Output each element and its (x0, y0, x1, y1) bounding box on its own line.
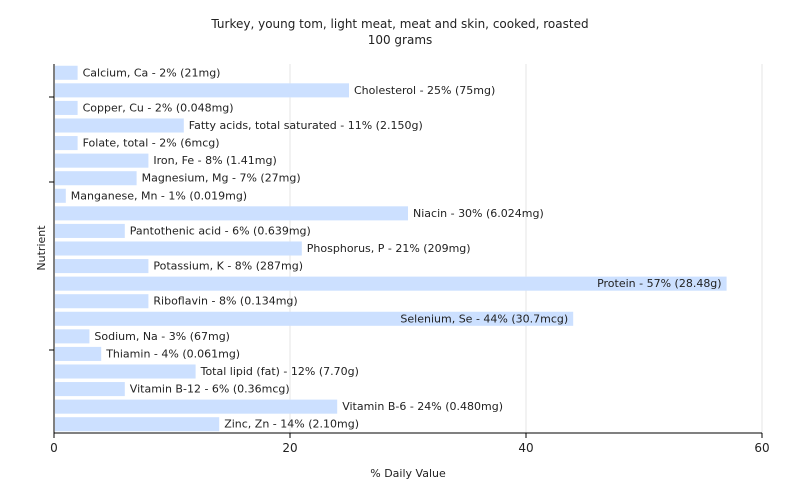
bar-13 (55, 294, 149, 309)
bar-label-12: Protein - 57% (28.48g) (597, 277, 722, 290)
bar-label-3: Fatty acids, total saturated - 11% (2.15… (189, 119, 423, 132)
bar-7 (55, 188, 66, 203)
x-axis-title: % Daily Value (370, 467, 446, 480)
bar-label-19: Vitamin B-6 - 24% (0.480mg) (342, 400, 503, 413)
bar-label-2: Copper, Cu - 2% (0.048mg) (83, 101, 234, 114)
bar-14 (55, 311, 574, 326)
bar-11 (55, 259, 149, 274)
bar-label-20: Zinc, Zn - 14% (2.10mg) (224, 418, 359, 431)
bar-label-0: Calcium, Ca - 2% (21mg) (83, 66, 221, 79)
chart-title: Turkey, young tom, light meat, meat and … (210, 17, 588, 31)
bar-9 (55, 223, 125, 238)
bar-label-9: Pantothenic acid - 6% (0.639mg) (130, 224, 311, 237)
bar-label-16: Thiamin - 4% (0.061mg) (105, 347, 240, 360)
bar-label-10: Phosphorus, P - 21% (209mg) (307, 242, 471, 255)
bars: Calcium, Ca - 2% (21mg) Cholesterol - 25%… (55, 65, 727, 432)
bar-3 (55, 118, 184, 133)
bar-8 (55, 206, 408, 221)
bar-label-13: Riboflavin - 8% (0.134mg) (153, 295, 297, 308)
bar-0 (55, 65, 78, 80)
bar-16 (55, 346, 102, 361)
bar-label-18: Vitamin B-12 - 6% (0.36mcg) (130, 383, 290, 396)
x-tick-label-0: 0 (50, 441, 58, 455)
axes: 0 20 40 60 (49, 64, 770, 455)
bar-label-17: Total lipid (fat) - 12% (7.70g) (200, 365, 359, 378)
bar-label-6: Magnesium, Mg - 7% (27mg) (142, 172, 301, 185)
bar-20 (55, 417, 220, 432)
x-tick-label-3: 60 (754, 441, 769, 455)
bar-15 (55, 329, 90, 344)
bar-label-15: Sodium, Na - 3% (67mg) (94, 330, 230, 343)
bar-label-4: Folate, total - 2% (6mcg) (83, 137, 220, 150)
bar-4 (55, 136, 78, 151)
bar-18 (55, 382, 125, 397)
bar-5 (55, 153, 149, 168)
bar-label-1: Cholesterol - 25% (75mg) (354, 84, 495, 97)
bar-6 (55, 171, 137, 186)
bar-2 (55, 100, 78, 115)
x-tick-label-2: 40 (518, 441, 533, 455)
x-tick-label-1: 20 (282, 441, 297, 455)
bar-12 (55, 276, 727, 291)
bar-label-5: Iron, Fe - 8% (1.41mg) (153, 154, 276, 167)
bar-1 (55, 83, 349, 98)
chart-subtitle: 100 grams (368, 33, 433, 47)
bar-label-11: Potassium, K - 8% (287mg) (153, 260, 303, 273)
bar-19 (55, 399, 338, 414)
y-axis-title: Nutrient (35, 225, 48, 271)
bar-10 (55, 241, 302, 256)
bar-17 (55, 364, 196, 379)
bar-label-14: Selenium, Se - 44% (30.7mcg) (400, 312, 568, 325)
bar-label-8: Niacin - 30% (6.024mg) (413, 207, 544, 220)
bar-label-7: Manganese, Mn - 1% (0.019mg) (71, 189, 247, 202)
